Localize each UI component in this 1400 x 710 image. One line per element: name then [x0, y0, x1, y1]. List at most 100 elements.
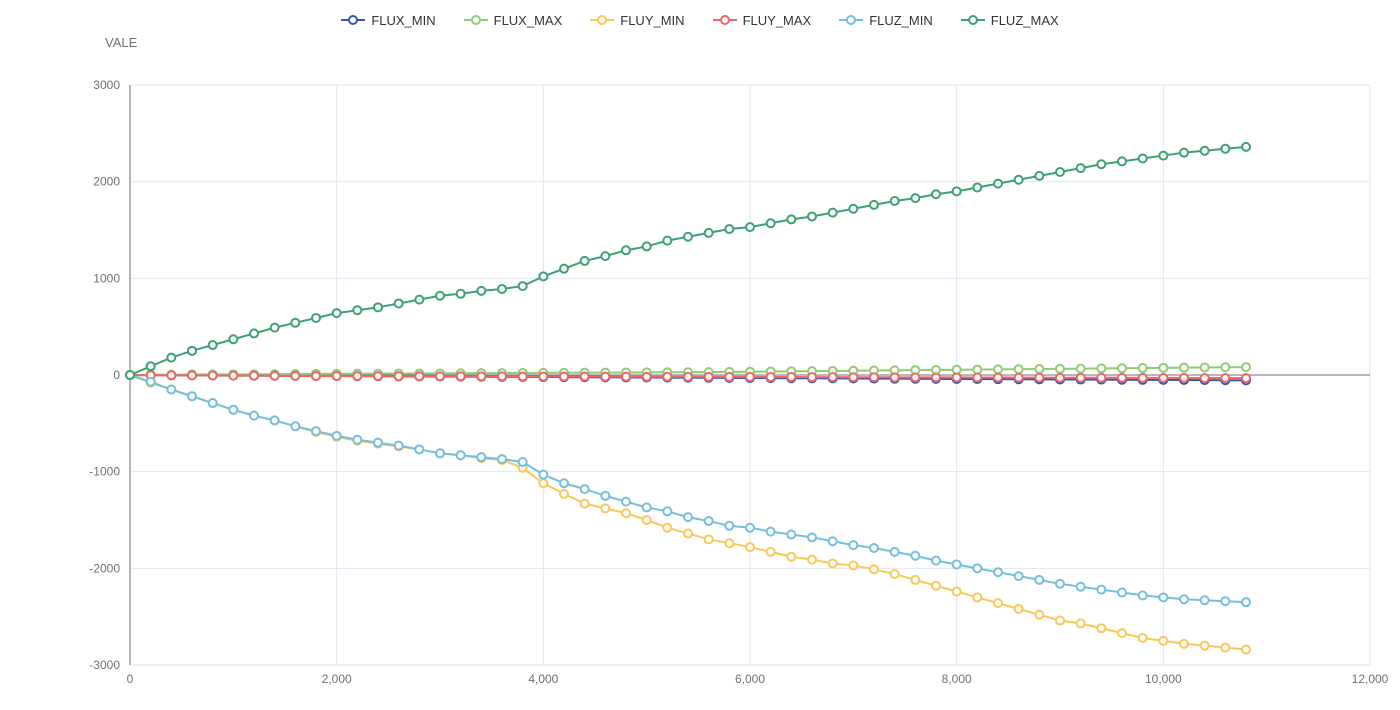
series-marker[interactable]: [911, 373, 919, 381]
series-marker[interactable]: [1077, 583, 1085, 591]
series-marker[interactable]: [746, 524, 754, 532]
series-marker[interactable]: [705, 535, 713, 543]
series-marker[interactable]: [684, 513, 692, 521]
series-marker[interactable]: [519, 458, 527, 466]
series-marker[interactable]: [581, 373, 589, 381]
series-marker[interactable]: [953, 588, 961, 596]
series-marker[interactable]: [725, 539, 733, 547]
series-marker[interactable]: [725, 225, 733, 233]
series-marker[interactable]: [1015, 605, 1023, 613]
series-marker[interactable]: [994, 180, 1002, 188]
series-marker[interactable]: [353, 372, 361, 380]
series-marker[interactable]: [1221, 363, 1229, 371]
series-marker[interactable]: [767, 373, 775, 381]
series-marker[interactable]: [787, 215, 795, 223]
series-marker[interactable]: [891, 570, 899, 578]
series-marker[interactable]: [1118, 629, 1126, 637]
series-marker[interactable]: [870, 544, 878, 552]
series-marker[interactable]: [1139, 591, 1147, 599]
series-marker[interactable]: [1139, 374, 1147, 382]
series-marker[interactable]: [229, 406, 237, 414]
series-marker[interactable]: [147, 378, 155, 386]
series-marker[interactable]: [705, 229, 713, 237]
series-marker[interactable]: [312, 372, 320, 380]
series-marker[interactable]: [787, 553, 795, 561]
series-marker[interactable]: [353, 306, 361, 314]
series-marker[interactable]: [684, 233, 692, 241]
series-marker[interactable]: [560, 373, 568, 381]
series-marker[interactable]: [1077, 619, 1085, 627]
series-marker[interactable]: [312, 314, 320, 322]
series-marker[interactable]: [333, 432, 341, 440]
legend-item-fluz_min[interactable]: FLUZ_MIN: [839, 13, 933, 28]
series-marker[interactable]: [1035, 611, 1043, 619]
series-marker[interactable]: [1201, 642, 1209, 650]
series-marker[interactable]: [271, 416, 279, 424]
series-marker[interactable]: [1159, 152, 1167, 160]
series-marker[interactable]: [271, 372, 279, 380]
series-marker[interactable]: [1077, 365, 1085, 373]
series-marker[interactable]: [436, 372, 444, 380]
series-marker[interactable]: [973, 374, 981, 382]
series-marker[interactable]: [932, 190, 940, 198]
series-marker[interactable]: [1035, 365, 1043, 373]
series-marker[interactable]: [436, 292, 444, 300]
series-marker[interactable]: [374, 439, 382, 447]
series-marker[interactable]: [209, 371, 217, 379]
series-marker[interactable]: [539, 372, 547, 380]
series-marker[interactable]: [1180, 640, 1188, 648]
series-marker[interactable]: [808, 373, 816, 381]
series-marker[interactable]: [601, 373, 609, 381]
series-marker[interactable]: [767, 219, 775, 227]
series-marker[interactable]: [229, 372, 237, 380]
series-marker[interactable]: [829, 209, 837, 217]
series-marker[interactable]: [581, 257, 589, 265]
series-marker[interactable]: [415, 372, 423, 380]
series-marker[interactable]: [1180, 364, 1188, 372]
series-marker[interactable]: [1035, 374, 1043, 382]
series-marker[interactable]: [498, 372, 506, 380]
series-marker[interactable]: [767, 528, 775, 536]
series-marker[interactable]: [1056, 374, 1064, 382]
series-marker[interactable]: [849, 205, 857, 213]
series-marker[interactable]: [560, 265, 568, 273]
series-marker[interactable]: [891, 373, 899, 381]
series-marker[interactable]: [539, 479, 547, 487]
series-marker[interactable]: [849, 541, 857, 549]
series-marker[interactable]: [1015, 176, 1023, 184]
series-marker[interactable]: [663, 507, 671, 515]
legend-item-flux_max[interactable]: FLUX_MAX: [464, 13, 563, 28]
series-marker[interactable]: [601, 252, 609, 260]
series-marker[interactable]: [333, 309, 341, 317]
series-marker[interactable]: [973, 366, 981, 374]
series-marker[interactable]: [643, 242, 651, 250]
series-marker[interactable]: [829, 560, 837, 568]
series-marker[interactable]: [622, 373, 630, 381]
series-marker[interactable]: [395, 299, 403, 307]
series-marker[interactable]: [1242, 598, 1250, 606]
series-marker[interactable]: [994, 374, 1002, 382]
series-marker[interactable]: [725, 373, 733, 381]
legend-item-fluz_max[interactable]: FLUZ_MAX: [961, 13, 1059, 28]
series-marker[interactable]: [705, 373, 713, 381]
series-marker[interactable]: [1221, 644, 1229, 652]
series-marker[interactable]: [209, 399, 217, 407]
series-marker[interactable]: [1077, 374, 1085, 382]
series-marker[interactable]: [581, 485, 589, 493]
series-marker[interactable]: [808, 533, 816, 541]
series-marker[interactable]: [1015, 374, 1023, 382]
series-marker[interactable]: [746, 223, 754, 231]
series-marker[interactable]: [953, 187, 961, 195]
series-marker[interactable]: [1242, 143, 1250, 151]
series-marker[interactable]: [643, 373, 651, 381]
series-marker[interactable]: [126, 371, 134, 379]
series-marker[interactable]: [1118, 364, 1126, 372]
series-marker[interactable]: [1097, 374, 1105, 382]
series-marker[interactable]: [147, 362, 155, 370]
series-marker[interactable]: [1139, 364, 1147, 372]
series-marker[interactable]: [1077, 164, 1085, 172]
series-marker[interactable]: [188, 371, 196, 379]
series-marker[interactable]: [1097, 364, 1105, 372]
series-marker[interactable]: [705, 517, 713, 525]
legend-item-fluy_min[interactable]: FLUY_MIN: [590, 13, 684, 28]
